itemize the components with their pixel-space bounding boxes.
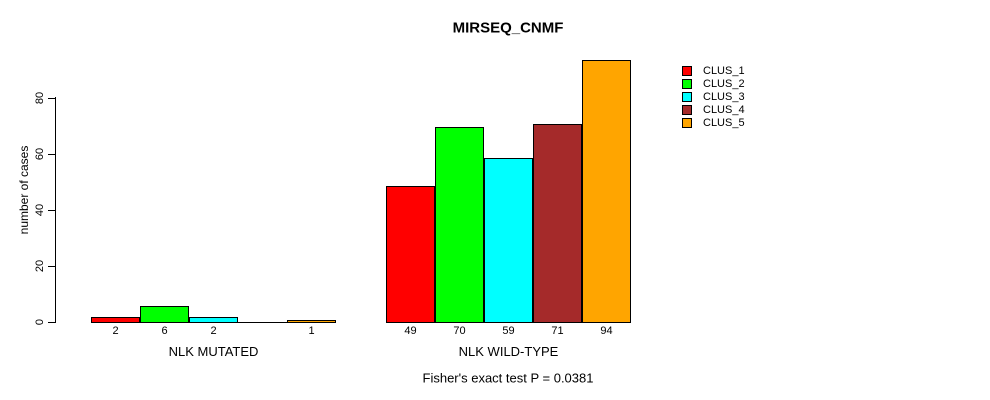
bar-value-label: 59 xyxy=(502,325,515,337)
legend-label: CLUS_5 xyxy=(703,117,745,129)
bar-clus_5 xyxy=(582,60,631,323)
bar-value-label: 49 xyxy=(404,325,417,337)
y-tick-label: 80 xyxy=(34,91,46,105)
bar-value-label: 70 xyxy=(453,325,466,337)
y-tick-label: 60 xyxy=(34,147,46,161)
legend-label: CLUS_4 xyxy=(703,104,745,116)
bar-clus_3 xyxy=(189,317,238,323)
y-tick-label: 20 xyxy=(34,259,46,273)
bar-value-label: 94 xyxy=(600,325,613,337)
y-tick xyxy=(48,154,55,155)
legend-swatch-clus_2 xyxy=(682,79,692,89)
bar-clus_2 xyxy=(435,127,484,323)
chart-title: MIRSEQ_CNMF xyxy=(452,19,564,37)
bar-value-label: 1 xyxy=(308,325,315,337)
bar-clus_3 xyxy=(484,158,533,323)
legend-swatch-clus_3 xyxy=(682,92,692,102)
legend-label: CLUS_3 xyxy=(703,91,745,103)
y-tick-label: 40 xyxy=(34,203,46,217)
legend-swatch-clus_5 xyxy=(682,118,692,128)
footnote-fishers-test: Fisher's exact test P = 0.0381 xyxy=(422,370,594,386)
legend-swatch-clus_1 xyxy=(682,66,692,76)
bar-value-label: 2 xyxy=(112,325,119,337)
y-tick xyxy=(48,266,55,267)
bar-value-label: 6 xyxy=(161,325,168,337)
group-label: NLK MUTATED xyxy=(168,344,259,359)
y-tick xyxy=(48,210,55,211)
bar-clus_2 xyxy=(140,306,189,323)
bar-value-label: 2 xyxy=(210,325,217,337)
legend-label: CLUS_2 xyxy=(703,78,745,90)
y-tick xyxy=(48,322,55,323)
legend-label: CLUS_1 xyxy=(703,65,745,77)
bar-clus_4 xyxy=(533,124,582,323)
y-axis-label: number of cases xyxy=(17,145,31,235)
y-tick-label: 0 xyxy=(34,318,46,326)
bar-clus_1 xyxy=(386,186,435,323)
group-label: NLK WILD-TYPE xyxy=(458,344,559,359)
bar-clus_1 xyxy=(91,317,140,323)
legend-swatch-clus_4 xyxy=(682,105,692,115)
bar-clus_5 xyxy=(287,320,336,323)
y-axis-line xyxy=(55,97,56,323)
y-tick xyxy=(48,98,55,99)
bar-value-label: 71 xyxy=(551,325,564,337)
